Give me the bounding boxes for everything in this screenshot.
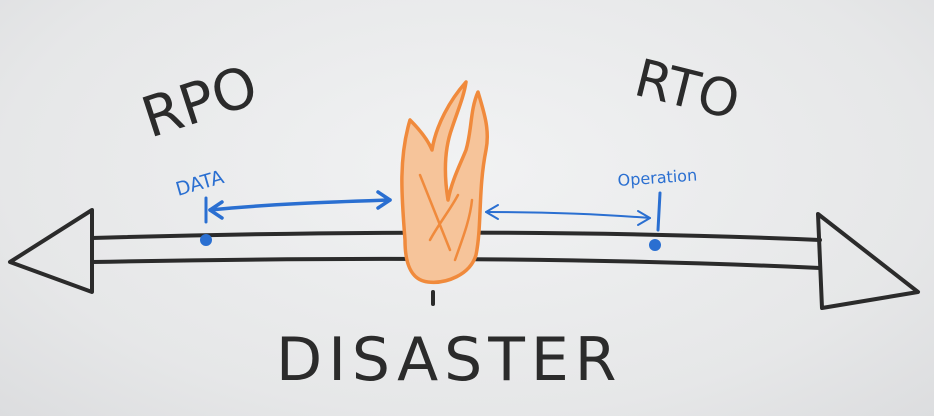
rpo-data-marker (200, 190, 392, 246)
operation-tick (656, 191, 662, 232)
operation-point (649, 239, 661, 251)
rto-operation-marker (485, 191, 662, 251)
right-arrowhead (816, 212, 920, 310)
rto-arrowhead-right (637, 210, 651, 226)
data-label: DATA (173, 166, 226, 201)
fire-icon (400, 80, 490, 285)
rpo-label: RPO (134, 53, 265, 151)
data-point (200, 234, 212, 246)
left-arrowhead (8, 208, 94, 294)
rto-arrowhead-left (485, 204, 499, 220)
rpo-arrowhead-left (208, 200, 224, 220)
rto-interval-arrow (485, 211, 651, 219)
disaster-label: DISASTER (276, 325, 622, 395)
rto-label: RTO (629, 48, 745, 132)
rpo-arrowhead-right (376, 190, 392, 210)
rpo-interval-arrow (208, 198, 392, 212)
operation-label: Operation (617, 165, 698, 190)
